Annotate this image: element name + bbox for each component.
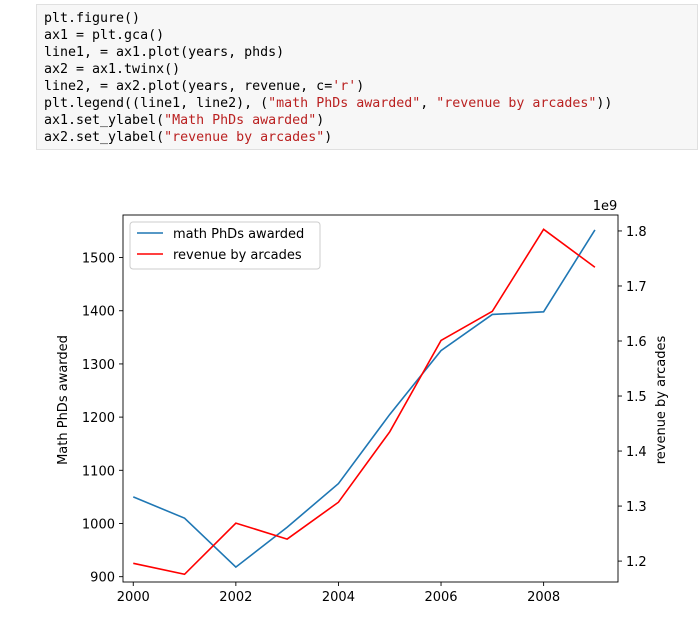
code-string: "Math PhDs awarded" [164, 113, 317, 128]
y-left-tick-label: 1000 [82, 517, 115, 532]
code-token: ) [324, 130, 333, 145]
y-right-tick-label: 1.3 [626, 500, 647, 515]
y-left-tick-label: 900 [90, 571, 115, 586]
code-token: ax2 = ax1.twinx() [44, 62, 181, 77]
y-right-tick-label: 1.6 [626, 335, 647, 350]
series-line-phds [132, 229, 596, 569]
code-token: plt.legend((line1, line2), ( [44, 96, 269, 111]
x-tick-label: 2000 [117, 590, 150, 605]
y-left-tick-label: 1500 [82, 252, 115, 267]
code-string: "math PhDs awarded" [268, 96, 421, 111]
code-string: "revenue by arcades" [436, 96, 597, 111]
y-right-tick-label: 1.4 [626, 445, 647, 460]
y-left-tick-label: 1400 [82, 305, 115, 320]
code-token: ) [316, 113, 325, 128]
code-line: ax2.set_ylabel("revenue by arcades") [44, 129, 332, 146]
code-token: ax1.set_ylabel( [44, 113, 165, 128]
x-tick-label: 2002 [219, 590, 252, 605]
x-tick-label: 2006 [424, 590, 457, 605]
code-line: line1, = ax1.plot(years, phds) [44, 44, 284, 61]
y-axis-right-label: revenue by arcades [654, 335, 669, 464]
legend: math PhDs awarded revenue by arcades [129, 221, 321, 270]
code-token: ax1 = plt.gca() [44, 28, 165, 43]
y-left-tick-label: 1100 [82, 464, 115, 479]
legend-label-revenue: revenue by arcades [173, 248, 302, 263]
code-token: line2, = ax2.plot(years, revenue, c= [44, 79, 333, 94]
y-left-tick-label: 1300 [82, 358, 115, 373]
code-string: 'r' [332, 79, 357, 94]
legend-label-phds: math PhDs awarded [173, 227, 304, 242]
x-tick-label: 2004 [322, 590, 355, 605]
code-string: "revenue by arcades" [164, 130, 325, 145]
code-line: plt.figure() [44, 10, 140, 27]
code-line: line2, = ax2.plot(years, revenue, c='r') [44, 78, 364, 95]
code-token: ) [356, 79, 365, 94]
y-right-tick-label: 1.8 [626, 225, 647, 240]
y-right-tick-label: 1.7 [626, 280, 647, 295]
series-line-revenue [133, 228, 596, 576]
y-right-tick-label: 1.2 [626, 555, 647, 570]
offset-text: 1e9 [593, 199, 618, 214]
code-token: ax2.set_ylabel( [44, 130, 165, 145]
plot-frame [122, 214, 619, 583]
code-token: )) [596, 96, 613, 111]
code-line: ax1.set_ylabel("Math PhDs awarded") [44, 112, 324, 129]
code-line: ax1 = plt.gca() [44, 27, 164, 44]
y-axis-left-label: Math PhDs awarded [56, 335, 71, 465]
code-token: , [420, 96, 437, 111]
code-line: ax2 = ax1.twinx() [44, 61, 180, 78]
legend-box [129, 221, 321, 270]
y-right-tick-label: 1.5 [626, 390, 647, 405]
chart: 2000 2002 2004 2006 2008 900 1000 1100 1200 1300 1… [56, 199, 669, 605]
code-line: plt.legend((line1, line2), ("math PhDs a… [44, 95, 612, 112]
code-token: line1, = ax1.plot(years, phds) [44, 45, 285, 60]
code-cell[interactable]: plt.figure() ax1 = plt.gca() line1, = ax1.… [36, 4, 698, 150]
x-tick-label: 2008 [527, 590, 560, 605]
code-token: plt.figure() [44, 11, 141, 26]
y-left-tick-label: 1200 [82, 411, 115, 426]
